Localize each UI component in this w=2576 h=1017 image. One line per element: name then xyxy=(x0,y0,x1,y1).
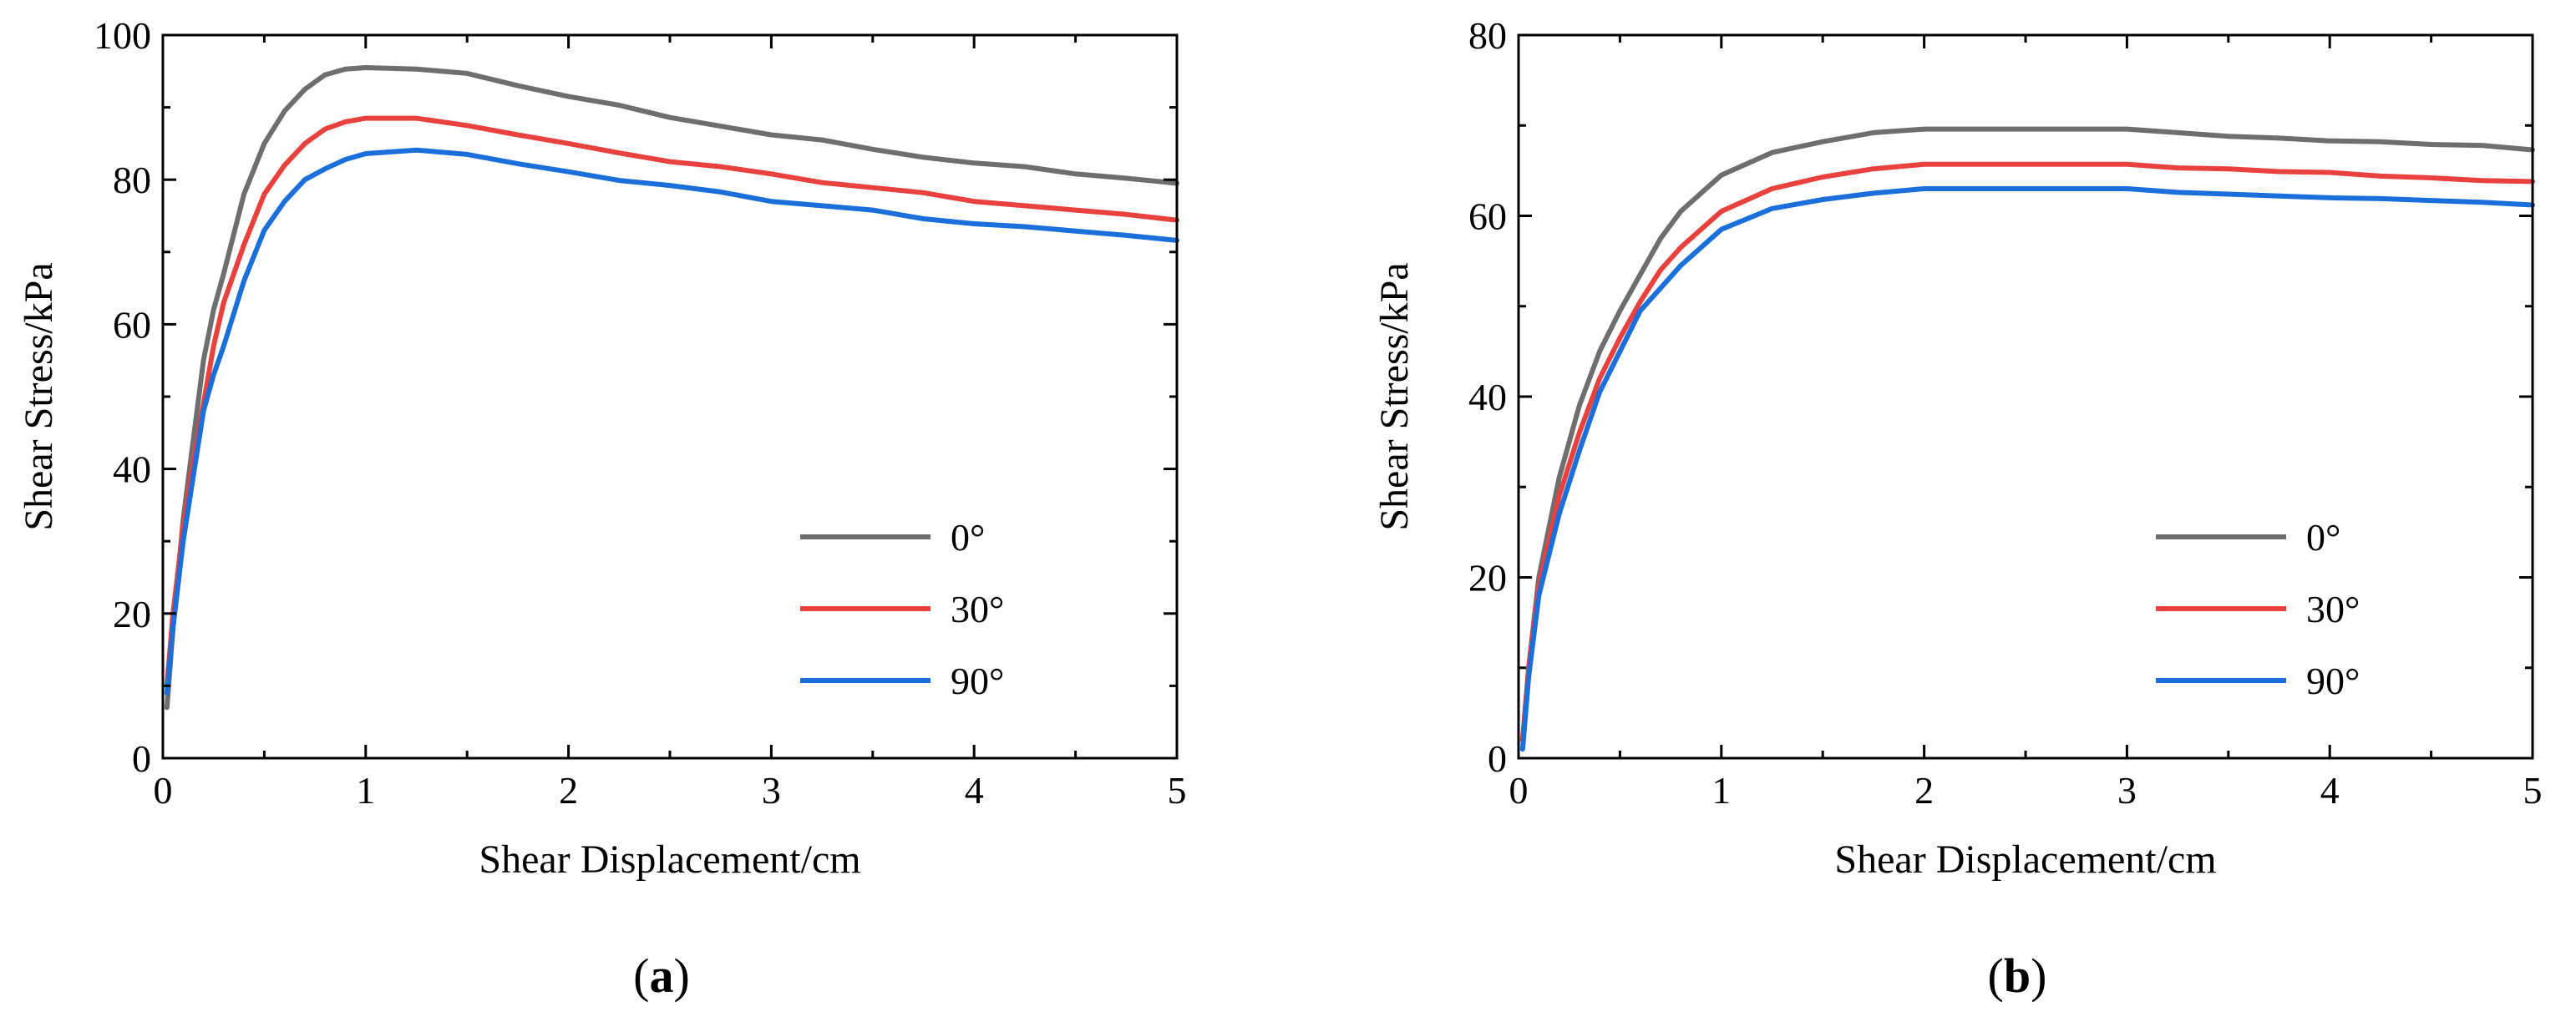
series-layer xyxy=(164,65,1179,711)
chart-panel-a: 0 1 2 3 4 5 0 20 40 60 80 100 Shear Displacement/c… xyxy=(17,14,1187,1003)
x-axis-title: Shear Displacement/cm xyxy=(1834,837,2216,882)
x-tick-label: 3 xyxy=(762,769,781,812)
series-line-1 xyxy=(1519,161,2535,743)
panel-label-letter: b xyxy=(2004,949,2031,1003)
tick-marks xyxy=(161,33,1179,760)
y-tick-label: 40 xyxy=(113,448,151,491)
x-tick-label: 4 xyxy=(2320,769,2340,812)
y-tick-label: 40 xyxy=(1468,376,1507,418)
x-tick-label: 3 xyxy=(2117,769,2137,812)
y-tick-label: 20 xyxy=(1468,557,1507,600)
y-tick-labels: 0 20 40 60 80 xyxy=(1468,14,1507,780)
x-tick-label: 1 xyxy=(356,769,375,812)
series-line-1 xyxy=(164,115,1179,689)
x-tick-label: 4 xyxy=(965,769,984,812)
x-tick-labels: 0 1 2 3 4 5 xyxy=(154,769,1187,812)
x-tick-label: 5 xyxy=(1168,769,1187,812)
legend-label-0: 0° xyxy=(951,516,985,559)
y-tick-label: 80 xyxy=(113,159,151,201)
legend-label-90: 90° xyxy=(2306,660,2360,702)
tick-marks xyxy=(1517,33,2534,760)
plot-frame xyxy=(161,33,1179,760)
x-tick-label: 1 xyxy=(1711,769,1731,812)
panel-label: (a) xyxy=(633,949,690,1003)
legend-label-90: 90° xyxy=(951,660,1004,702)
x-tick-label: 0 xyxy=(1509,769,1529,812)
panel-label-letter: a xyxy=(650,949,674,1003)
x-tick-label: 2 xyxy=(559,769,578,812)
series-line-2 xyxy=(164,147,1179,696)
x-axis-title: Shear Displacement/cm xyxy=(479,837,860,882)
y-tick-label: 60 xyxy=(113,303,151,346)
x-tick-label: 0 xyxy=(154,769,173,812)
y-tick-label: 0 xyxy=(1488,737,1507,780)
legend-label-30: 30° xyxy=(2306,588,2360,630)
y-tick-label: 60 xyxy=(1468,195,1507,238)
chart-panel-b: 0 1 2 3 4 5 0 20 40 60 80 Shear Displacement/cm S… xyxy=(1372,14,2543,1003)
legend-label-0: 0° xyxy=(2306,516,2340,559)
y-tick-label: 80 xyxy=(1468,14,1507,57)
x-tick-label: 2 xyxy=(1914,769,1934,812)
panel-label: (b) xyxy=(1988,949,2047,1003)
y-tick-label: 0 xyxy=(132,737,151,780)
y-axis-title: Shear Stress/kPa xyxy=(1372,262,1417,530)
x-tick-label: 5 xyxy=(2523,769,2543,812)
series-layer xyxy=(1519,126,2535,752)
legend: 0° 30° 90° xyxy=(800,516,1004,702)
y-tick-label: 20 xyxy=(113,593,151,635)
series-line-0 xyxy=(164,65,1179,711)
x-tick-labels: 0 1 2 3 4 5 xyxy=(1509,769,2543,812)
series-line-0 xyxy=(1519,126,2535,743)
legend: 0° 30° 90° xyxy=(2156,516,2360,702)
y-axis-title: Shear Stress/kPa xyxy=(17,262,61,530)
y-tick-label: 100 xyxy=(94,14,151,57)
legend-label-30: 30° xyxy=(951,588,1004,630)
y-tick-labels: 0 20 40 60 80 100 xyxy=(94,14,151,780)
series-line-2 xyxy=(1519,186,2535,752)
